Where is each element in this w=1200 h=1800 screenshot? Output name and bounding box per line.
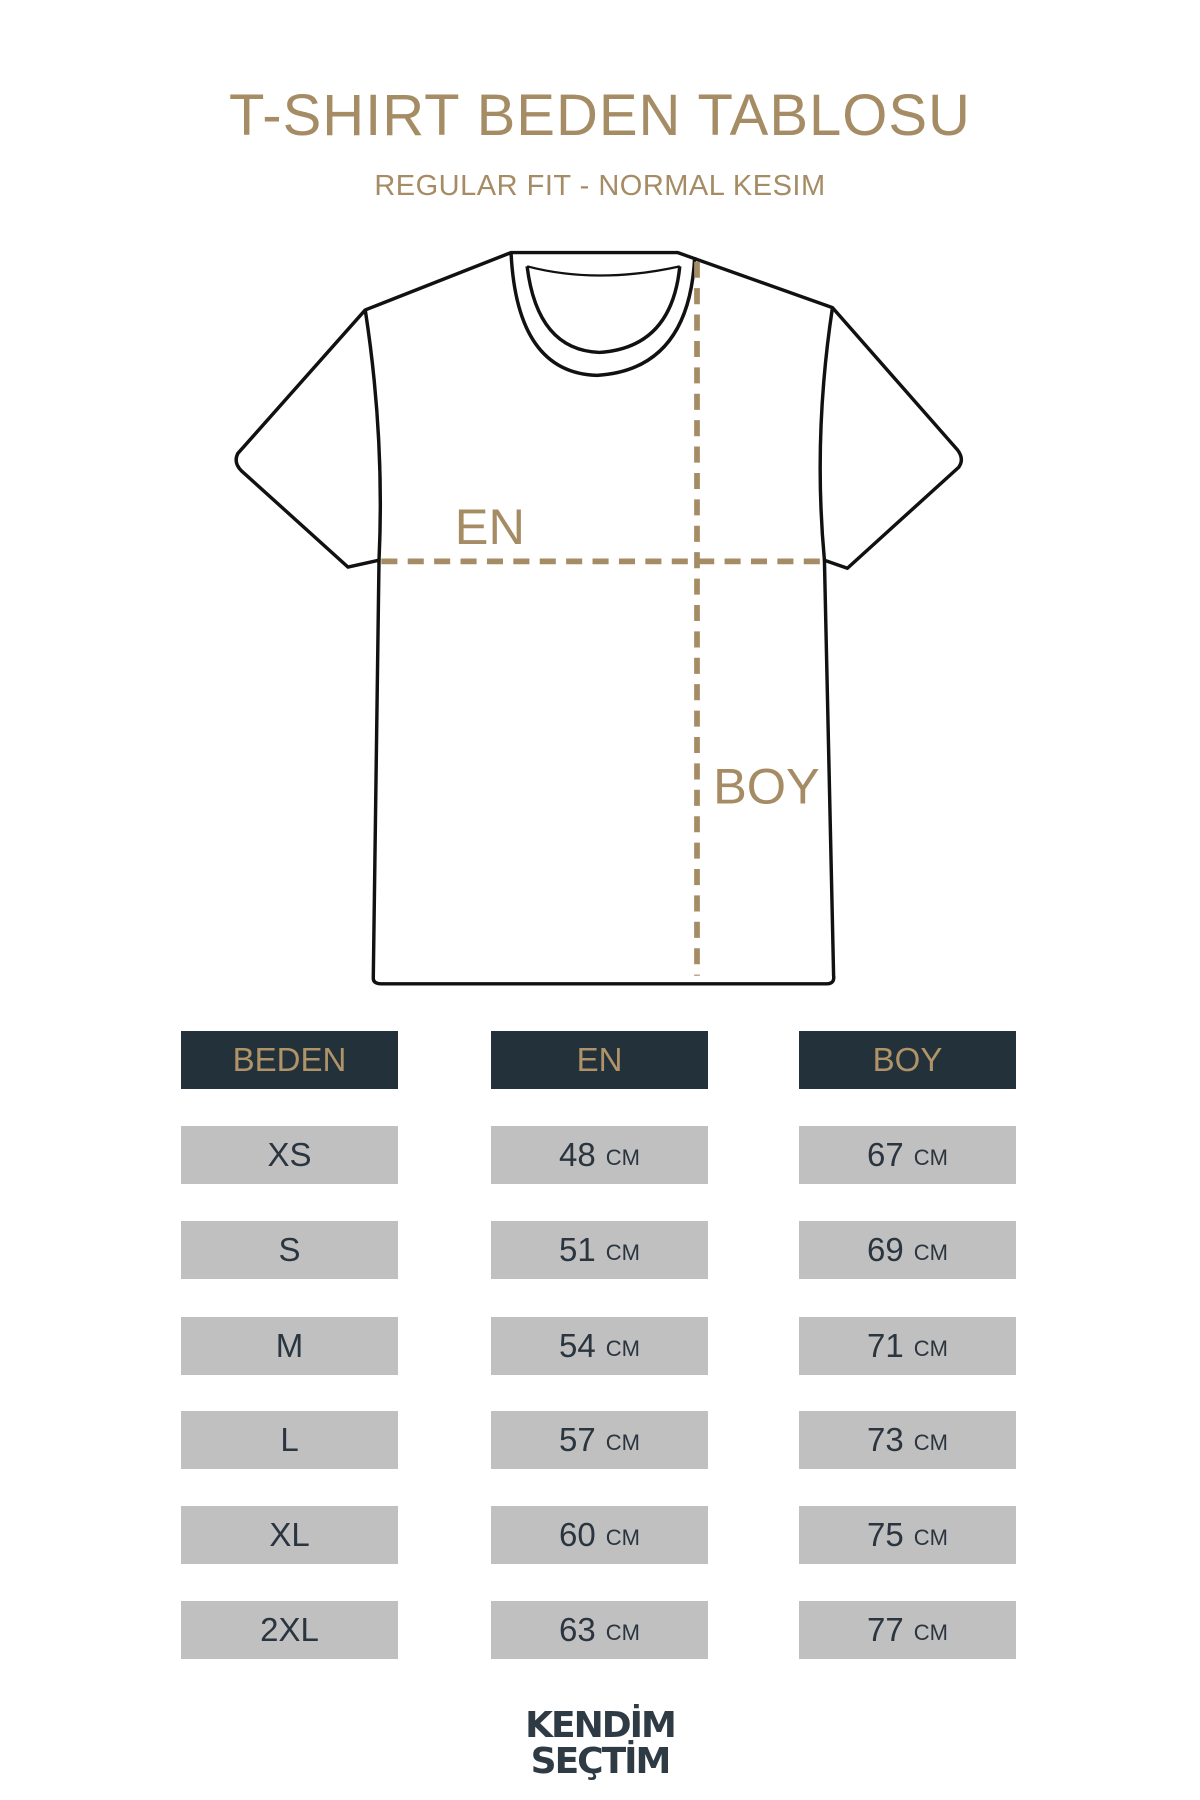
cell-value: 54	[559, 1327, 596, 1364]
table-cell-size: XL	[181, 1506, 398, 1564]
logo-line-1: KENDİM	[525, 1705, 677, 1746]
column-header-en: EN	[491, 1031, 708, 1089]
unit-label: CM	[913, 1430, 948, 1455]
collar-inner	[525, 266, 682, 355]
unit-label: CM	[605, 1240, 640, 1265]
tshirt-outline	[234, 250, 964, 986]
table-cell-boy: 67 CM	[799, 1126, 1016, 1184]
cell-value: L	[280, 1421, 299, 1458]
brand-logo: KENDİM SEÇTİM	[520, 1708, 680, 1780]
cell-value: 48	[559, 1136, 596, 1173]
column-header-beden: BEDEN	[181, 1031, 398, 1089]
table-cell-en: 48 CM	[491, 1126, 708, 1184]
table-cell-size: L	[181, 1411, 398, 1469]
cell-value: 73	[867, 1421, 904, 1458]
table-cell-boy: 69 CM	[799, 1221, 1016, 1279]
collar-outer	[509, 252, 697, 378]
cell-value: 63	[559, 1611, 596, 1648]
sleeve-seam-right	[818, 307, 835, 561]
cell-value: 67	[867, 1136, 904, 1173]
cell-value: XL	[269, 1516, 310, 1553]
cell-value: S	[278, 1231, 301, 1268]
table-cell-en: 60 CM	[491, 1506, 708, 1564]
sleeve-seam-left	[363, 309, 383, 561]
logo-line-2: SEÇTİM	[530, 1741, 672, 1782]
table-cell-size: S	[181, 1221, 398, 1279]
unit-label: CM	[913, 1620, 948, 1645]
cell-value: 69	[867, 1231, 904, 1268]
width-label: EN	[455, 498, 525, 555]
table-cell-boy: 75 CM	[799, 1506, 1016, 1564]
length-label: BOY	[713, 758, 820, 815]
table-cell-size: 2XL	[181, 1601, 398, 1659]
cell-value: 75	[867, 1516, 904, 1553]
unit-label: CM	[605, 1430, 640, 1455]
cell-value: 2XL	[260, 1611, 319, 1648]
unit-label: CM	[913, 1336, 948, 1361]
table-cell-boy: 77 CM	[799, 1601, 1016, 1659]
column-header-boy: BOY	[799, 1031, 1016, 1089]
cell-value: 51	[559, 1231, 596, 1268]
cell-value: 71	[867, 1327, 904, 1364]
table-cell-size: M	[181, 1317, 398, 1375]
unit-label: CM	[913, 1145, 948, 1170]
table-cell-en: 51 CM	[491, 1221, 708, 1279]
unit-label: CM	[605, 1525, 640, 1550]
table-cell-en: 57 CM	[491, 1411, 708, 1469]
cell-value: 77	[867, 1611, 904, 1648]
cell-value: M	[275, 1327, 304, 1364]
collar-stitch	[526, 265, 681, 277]
cell-value: 57	[559, 1421, 596, 1458]
table-cell-size: XS	[181, 1126, 398, 1184]
page-title: T-SHIRT BEDEN TABLOSU	[229, 83, 971, 148]
table-cell-boy: 73 CM	[799, 1411, 1016, 1469]
table-cell-boy: 71 CM	[799, 1317, 1016, 1375]
unit-label: CM	[605, 1336, 640, 1361]
table-cell-en: 63 CM	[491, 1601, 708, 1659]
table-cell-en: 54 CM	[491, 1317, 708, 1375]
unit-label: CM	[605, 1145, 640, 1170]
cell-value: XS	[267, 1136, 312, 1173]
cell-value: 60	[559, 1516, 596, 1553]
unit-label: CM	[605, 1620, 640, 1645]
unit-label: CM	[913, 1240, 948, 1265]
unit-label: CM	[913, 1525, 948, 1550]
page-subtitle: REGULAR FIT - NORMAL KESIM	[374, 170, 826, 202]
